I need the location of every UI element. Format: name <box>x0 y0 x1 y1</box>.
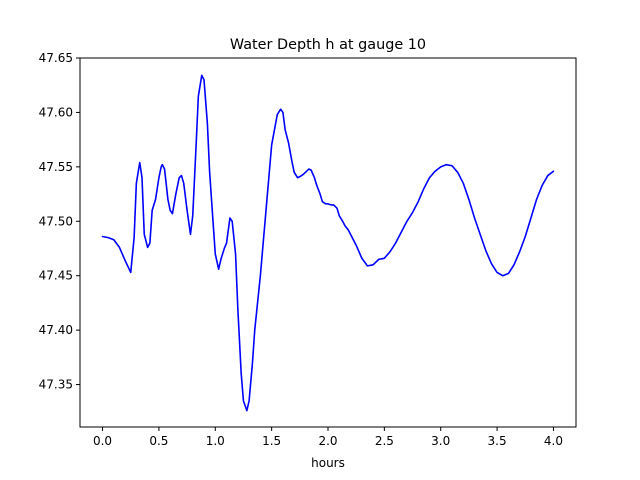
axes-frame <box>79 57 577 428</box>
x-axis: 0.0 0.5 1.0 1.5 2.0 2.5 3.0 3.5 4.0 <box>93 427 563 448</box>
y-tick-label: 47.40 <box>39 323 73 337</box>
y-tick-label: 47.60 <box>39 105 73 119</box>
x-tick-label: 3.5 <box>488 434 507 448</box>
x-axis-label: hours <box>311 456 345 470</box>
y-axis: 47.35 47.40 47.45 47.50 47.55 47.60 47.65 <box>39 51 80 392</box>
chart-title: Water Depth h at gauge 10 <box>230 37 426 53</box>
x-tick-label: 0.5 <box>149 434 168 448</box>
x-tick-label: 2.5 <box>375 434 394 448</box>
y-tick-label: 47.35 <box>39 378 73 392</box>
x-tick-label: 3.0 <box>431 434 450 448</box>
y-tick-label: 47.45 <box>39 269 73 283</box>
y-tick-label: 47.65 <box>39 51 73 65</box>
series-line-0 <box>101 74 555 412</box>
x-tick-label: 1.0 <box>206 434 225 448</box>
x-tick-label: 4.0 <box>544 434 563 448</box>
x-tick-label: 0.0 <box>93 434 112 448</box>
y-tick-label: 47.55 <box>39 160 73 174</box>
series-layer <box>101 74 555 412</box>
x-tick-label: 1.5 <box>262 434 281 448</box>
x-tick-label: 2.0 <box>318 434 337 448</box>
y-tick-label: 47.50 <box>39 214 73 228</box>
